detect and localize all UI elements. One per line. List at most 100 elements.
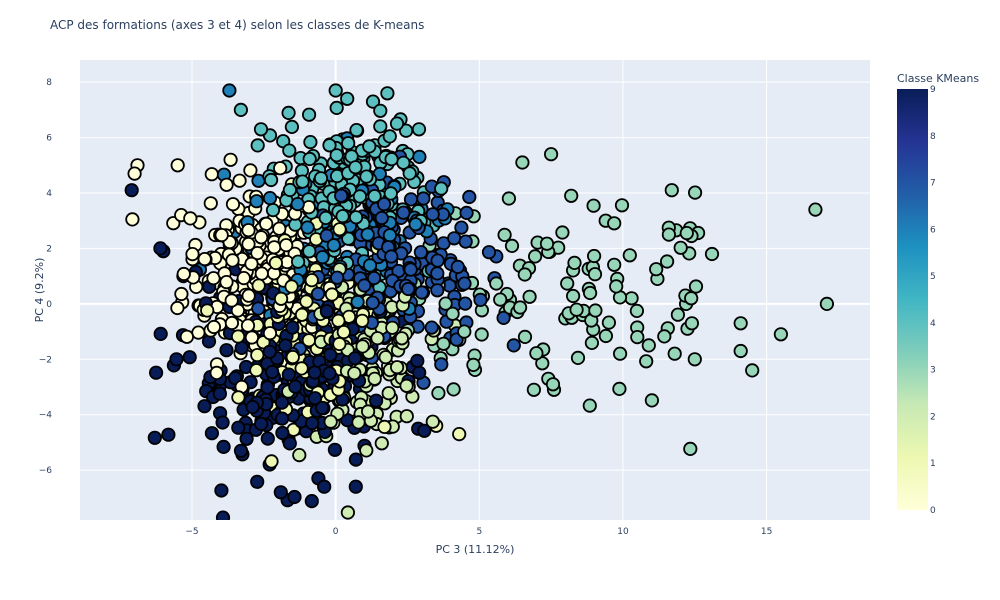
data-point	[224, 293, 239, 308]
data-point	[273, 161, 288, 176]
data-point	[329, 100, 344, 116]
data-point	[185, 247, 200, 262]
data-point	[416, 191, 431, 206]
data-point	[434, 181, 449, 196]
data-point	[315, 400, 330, 416]
data-point	[641, 338, 656, 353]
data-point	[454, 220, 469, 235]
data-point	[241, 288, 256, 303]
data-point	[657, 329, 672, 344]
data-point	[808, 202, 823, 217]
data-point	[322, 366, 337, 381]
data-point	[179, 329, 194, 344]
data-point	[496, 310, 511, 325]
data-point	[318, 210, 333, 225]
data-point	[347, 366, 362, 381]
data-point	[430, 283, 445, 298]
data-point	[497, 227, 512, 242]
data-point	[402, 166, 417, 181]
data-point	[819, 296, 835, 311]
data-point	[230, 303, 245, 318]
data-point	[350, 294, 365, 310]
data-point	[287, 489, 302, 505]
data-point	[265, 203, 281, 218]
data-point	[341, 136, 356, 151]
data-point	[413, 245, 428, 260]
data-point	[149, 365, 164, 380]
data-point	[176, 266, 191, 282]
data-point	[438, 296, 453, 311]
data-point	[161, 427, 176, 442]
data-point	[399, 409, 414, 424]
data-point	[268, 255, 283, 271]
data-point	[399, 378, 414, 393]
data-point	[384, 152, 399, 167]
data-point	[332, 336, 347, 352]
data-point	[204, 167, 219, 182]
data-point	[263, 172, 279, 188]
data-point	[381, 386, 396, 401]
data-point	[457, 276, 472, 291]
data-point	[424, 320, 439, 335]
axis-ticks: −5 0 5 10 15 −6 −4 −2 0 2 4 6 8	[39, 78, 773, 537]
data-point	[687, 185, 703, 200]
data-point	[197, 399, 212, 414]
data-point	[348, 210, 364, 225]
data-point	[223, 152, 238, 167]
data-point	[285, 349, 300, 365]
colorbar	[897, 89, 928, 510]
data-point	[249, 194, 264, 209]
data-point	[517, 267, 532, 282]
data-point	[543, 147, 559, 162]
data-point	[359, 169, 374, 184]
data-point	[212, 386, 227, 401]
data-point	[481, 245, 497, 260]
data-point	[601, 315, 617, 330]
data-point	[294, 307, 310, 322]
y-tick-label: 2	[46, 244, 52, 254]
data-point	[292, 447, 307, 463]
data-point	[231, 420, 246, 435]
data-point	[191, 325, 206, 340]
data-point	[278, 338, 293, 353]
colorbar-tick-label: 1	[930, 459, 936, 469]
data-point	[447, 231, 462, 246]
data-point	[215, 415, 230, 430]
data-point	[265, 364, 280, 380]
y-tick-label: 8	[46, 78, 52, 88]
data-point	[586, 198, 601, 213]
data-point	[649, 262, 664, 277]
data-point	[282, 182, 297, 198]
data-point	[174, 286, 189, 302]
data-point	[304, 493, 319, 509]
data-point	[307, 365, 322, 380]
data-point	[434, 357, 449, 372]
data-point	[290, 197, 305, 212]
data-point	[231, 329, 246, 344]
y-tick-label: −4	[39, 411, 53, 421]
data-point	[673, 240, 688, 255]
data-point	[330, 270, 345, 285]
y-tick-label: 4	[46, 189, 52, 199]
data-point	[367, 371, 382, 386]
data-point	[336, 324, 351, 340]
data-point	[527, 249, 543, 264]
data-point	[347, 351, 363, 366]
data-point	[352, 189, 367, 204]
data-point	[501, 191, 516, 206]
data-point	[215, 510, 231, 520]
data-point	[231, 390, 246, 405]
data-point	[273, 485, 288, 500]
data-point	[412, 149, 427, 164]
data-point	[348, 452, 363, 467]
data-point	[300, 220, 315, 235]
data-point	[244, 256, 259, 271]
colorbar-tick-label: 7	[930, 179, 936, 189]
data-point	[326, 238, 341, 253]
data-point	[239, 431, 254, 446]
data-point	[609, 279, 624, 294]
data-point	[206, 319, 221, 335]
data-point	[125, 212, 140, 227]
colorbar-tick-label: 8	[930, 132, 936, 142]
y-axis-title: PC 4 (9.2%)	[33, 258, 46, 323]
